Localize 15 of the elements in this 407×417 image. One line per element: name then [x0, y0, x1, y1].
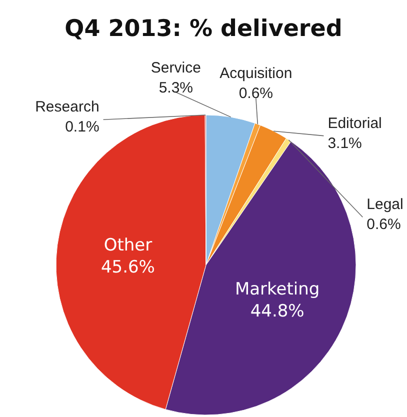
slice-label: Acquisition — [220, 65, 292, 82]
data-label: 0.1% — [65, 118, 100, 136]
slice-label: Other — [104, 236, 152, 256]
data-label: 5.3% — [158, 79, 194, 96]
slice-label: Legal — [366, 196, 404, 214]
data-label: 45.6% — [100, 258, 155, 278]
slice-label: Service — [150, 59, 201, 76]
slice-label: Marketing — [234, 279, 320, 300]
chart-title: Q4 2013: % delivered — [64, 16, 342, 42]
data-label: 3.1% — [328, 134, 362, 152]
data-label: 44.8% — [250, 301, 304, 322]
slice-label: Research — [35, 98, 100, 116]
slice-label: Editorial — [328, 114, 382, 132]
data-label: 0.6% — [366, 216, 401, 234]
data-label: 0.6% — [238, 85, 274, 102]
